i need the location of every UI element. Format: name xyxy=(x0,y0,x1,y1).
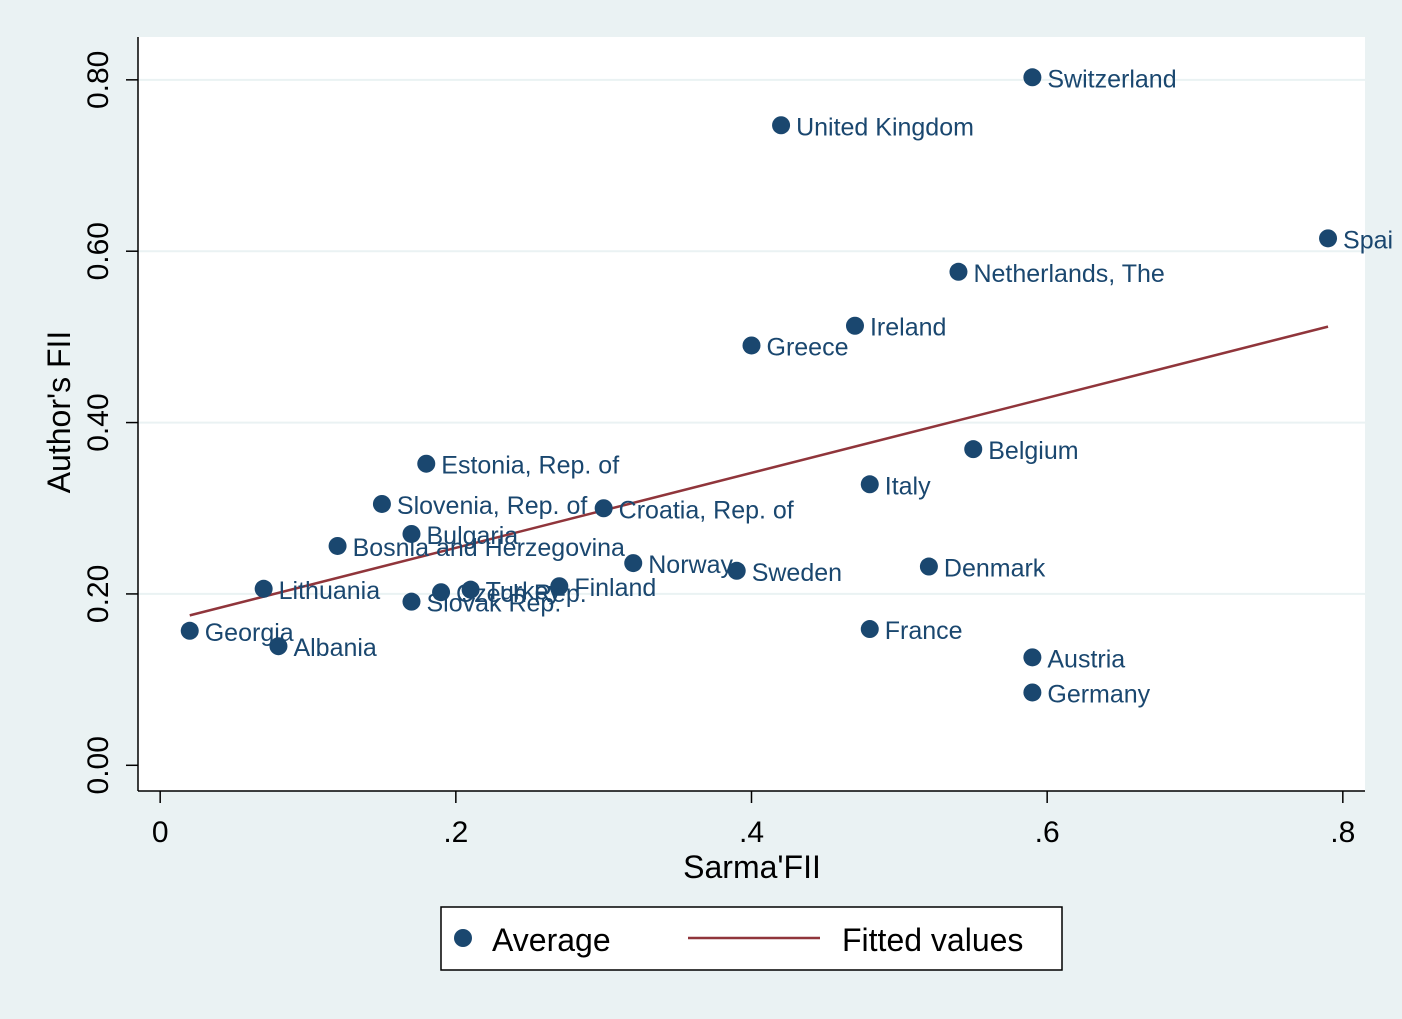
point-label: Switzerland xyxy=(1047,65,1176,93)
point-label: United Kingdom xyxy=(796,113,974,141)
axes: 0.00 0.20 0.40 0.60 0.80 0 .2 .4 .6 .8 xyxy=(82,37,1365,849)
point-label: Spai xyxy=(1343,226,1393,254)
data-point xyxy=(964,440,983,459)
x-tick-label: .2 xyxy=(443,816,468,849)
point-label: Germany xyxy=(1047,680,1150,708)
y-tick-label: 0.80 xyxy=(82,51,115,109)
point-label: Netherlands, The xyxy=(973,260,1164,288)
point-label: Slovenia, Rep. of xyxy=(397,492,587,520)
point-label: Greece xyxy=(767,333,849,361)
data-point xyxy=(742,336,761,355)
point-label: Estonia, Rep. of xyxy=(441,452,619,480)
x-axis-title: Sarma'FII xyxy=(683,849,821,885)
data-point xyxy=(402,524,421,543)
data-point xyxy=(254,579,273,598)
point-label: Belgium xyxy=(988,437,1078,465)
y-tick-label: 0.20 xyxy=(82,565,115,623)
data-point xyxy=(624,554,643,573)
point-label: Bulgaria xyxy=(426,522,518,550)
y-axis-title: Author's FII xyxy=(41,331,77,494)
data-point xyxy=(372,494,391,513)
y-tick-label: 0.60 xyxy=(82,222,115,280)
legend-marker-average xyxy=(454,929,472,947)
point-label: Slovak Rep. xyxy=(426,590,561,618)
data-point xyxy=(949,262,968,281)
data-point xyxy=(550,577,569,596)
data-point xyxy=(1023,648,1042,667)
point-label: Ireland xyxy=(870,314,946,342)
fitted-values-line xyxy=(189,325,1329,617)
point-label: Italy xyxy=(885,472,931,500)
data-point xyxy=(1319,229,1338,248)
data-point xyxy=(727,561,746,580)
data-point xyxy=(432,583,451,602)
x-tick-label: 0 xyxy=(152,816,169,849)
data-point xyxy=(1023,68,1042,87)
x-tick-label: .4 xyxy=(739,816,764,849)
data-point xyxy=(269,637,288,656)
point-label: Czech Rep. xyxy=(456,580,587,608)
data-point xyxy=(1023,683,1042,702)
y-tick-label: 0.00 xyxy=(82,736,115,794)
point-label: Bosnia and Herzegovina xyxy=(353,534,625,562)
data-point xyxy=(860,620,879,639)
points-group: Switzerland United Kingdom Spai Netherlands… xyxy=(180,65,1393,708)
legend-label-average: Average xyxy=(492,922,611,958)
data-point xyxy=(594,499,613,518)
legend-label-fitted: Fitted values xyxy=(842,922,1023,958)
data-point xyxy=(180,621,199,640)
point-label: Finland xyxy=(574,574,656,602)
data-point xyxy=(860,475,879,494)
data-point xyxy=(402,592,421,611)
point-label: Denmark xyxy=(944,555,1046,583)
x-tick-label: .8 xyxy=(1330,816,1355,849)
data-point xyxy=(417,454,436,473)
point-label: Sweden xyxy=(752,559,842,587)
y-tick-label: 0.40 xyxy=(82,393,115,451)
point-label: Croatia, Rep. of xyxy=(619,496,794,524)
data-point xyxy=(328,536,347,555)
point-label: Austria xyxy=(1047,645,1125,673)
point-label: Lithuania xyxy=(279,577,381,605)
x-tick-label: .6 xyxy=(1035,816,1060,849)
plot-area xyxy=(138,37,1365,791)
data-point xyxy=(772,116,791,135)
point-label: France xyxy=(885,617,963,645)
point-label: Turkey xyxy=(486,578,562,606)
data-point xyxy=(919,557,938,576)
point-label: Norway xyxy=(648,551,733,579)
data-point xyxy=(461,580,480,599)
data-point xyxy=(845,316,864,335)
legend: Average Fitted values xyxy=(440,906,1063,971)
fitted-line-group xyxy=(189,325,1329,617)
gridlines xyxy=(138,78,1365,595)
point-label: Albania xyxy=(293,634,376,662)
